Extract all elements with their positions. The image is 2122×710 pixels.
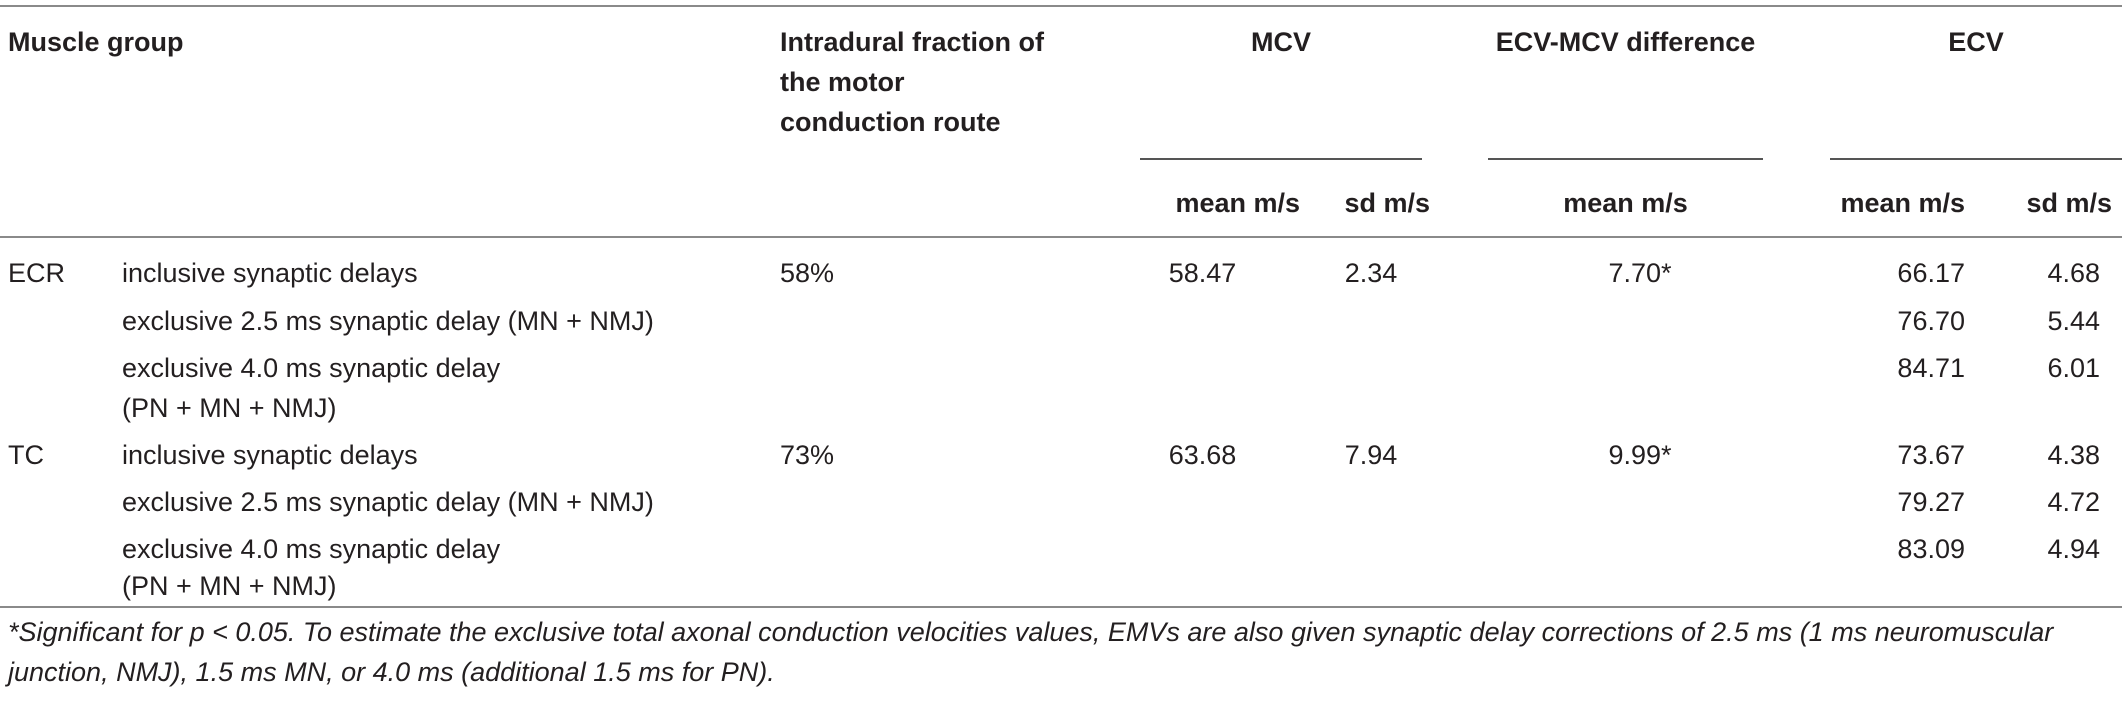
header-muscle-group: Muscle group	[8, 27, 184, 57]
subheader-mcv-sd: sd m/s	[1344, 188, 1430, 218]
cell-ecv-mean: 66.17	[1897, 258, 1965, 288]
cell-mcv-mean: 63.68	[1168, 440, 1237, 470]
cell-ecv-mean: 83.09	[1897, 534, 1965, 564]
cell-ecv-sd: 4.72	[2047, 487, 2100, 517]
table-footnote: *Significant for p < 0.05. To estimate t…	[8, 617, 2054, 687]
subheader-ecv-mean: mean m/s	[1840, 188, 1965, 218]
cell-ecv-sd: 4.38	[2047, 440, 2100, 470]
cell-condition: exclusive 4.0 ms synaptic delay	[122, 353, 501, 383]
cell-fraction: 73%	[780, 440, 835, 470]
cell-diff-mean: 9.99*	[1608, 440, 1672, 470]
bottom-rule	[0, 606, 2122, 608]
header-rule	[0, 236, 2122, 238]
header-fraction-line2: the motor	[780, 67, 905, 97]
cell-condition-continued: (PN + MN + NMJ)	[122, 571, 337, 601]
cell-condition: exclusive 2.5 ms synaptic delay (MN + NM…	[122, 306, 654, 336]
cell-muscle: TC	[8, 440, 44, 470]
cell-ecv-mean: 76.70	[1897, 306, 1965, 336]
header-mcv: MCV	[1251, 27, 1311, 57]
cell-mcv-sd: 7.94	[1344, 440, 1398, 470]
cell-condition: exclusive 2.5 ms synaptic delay (MN + NM…	[122, 487, 654, 517]
header-fraction-line1: Intradural fraction of	[780, 27, 1045, 57]
cell-ecv-mean: 79.27	[1897, 487, 1965, 517]
cell-ecv-sd: 5.44	[2047, 306, 2100, 336]
cell-ecv-mean: 73.67	[1897, 440, 1965, 470]
cell-condition: inclusive synaptic delays	[122, 440, 418, 470]
mcv-underline	[1140, 158, 1422, 160]
cell-diff-mean: 7.70*	[1608, 258, 1672, 288]
cell-mcv-sd: 2.34	[1344, 258, 1398, 288]
cell-condition-continued: (PN + MN + NMJ)	[122, 393, 337, 423]
subheader-ecv-sd: sd m/s	[2026, 188, 2112, 218]
cell-condition: exclusive 4.0 ms synaptic delay	[122, 534, 501, 564]
header-fraction-line3: conduction route	[780, 107, 1001, 137]
ecv-underline	[1830, 158, 2122, 160]
header-ecv-mcv-difference: ECV-MCV difference	[1495, 27, 1756, 57]
subheader-diff-mean: mean m/s	[1563, 188, 1688, 218]
cell-mcv-mean: 58.47	[1168, 258, 1237, 288]
diff-underline	[1488, 158, 1763, 160]
header-ecv: ECV	[1948, 27, 2004, 57]
cell-ecv-sd: 6.01	[2047, 353, 2100, 383]
subheader-mcv-mean: mean m/s	[1175, 188, 1300, 218]
cell-muscle: ECR	[8, 258, 66, 288]
top-rule	[0, 5, 2122, 7]
cell-ecv-sd: 4.68	[2047, 258, 2100, 288]
cell-fraction: 58%	[780, 258, 835, 288]
cell-condition: inclusive synaptic delays	[122, 258, 418, 288]
cell-ecv-sd: 4.94	[2047, 534, 2100, 564]
cell-ecv-mean: 84.71	[1897, 353, 1965, 383]
